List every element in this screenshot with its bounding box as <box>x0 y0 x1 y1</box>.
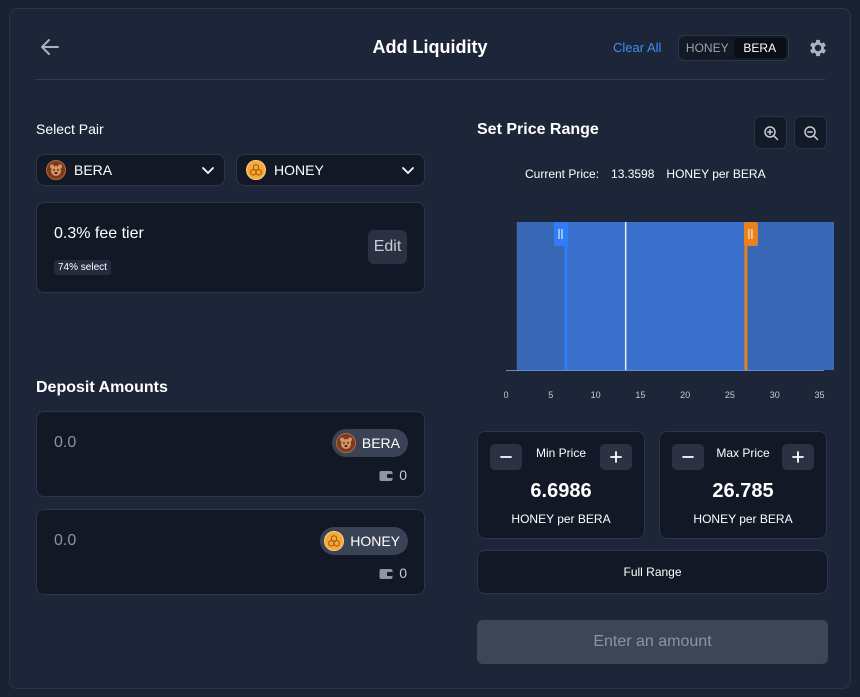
max-handle-grip <box>748 229 753 239</box>
chevron-down-icon <box>201 163 215 177</box>
honey-balance: 0 <box>379 565 407 581</box>
min-price-handle[interactable] <box>554 222 569 246</box>
max-price-handle[interactable] <box>743 222 758 246</box>
token-a-symbol: BERA <box>74 162 113 178</box>
selected-range-area <box>566 222 746 370</box>
bera-token-pill: BERA <box>331 429 408 457</box>
set-price-range-heading: Set Price Range <box>477 121 599 138</box>
chevron-down-icon <box>401 163 415 177</box>
decrease-min-price-button[interactable] <box>490 444 522 470</box>
toggle-option-honey[interactable]: HONEY <box>685 41 729 55</box>
x-tick-label: 15 <box>635 390 645 400</box>
x-tick-label: 10 <box>591 390 601 400</box>
honey-icon <box>246 160 266 180</box>
add-liquidity-panel: Add Liquidity Clear All HONEY BERA Selec… <box>9 8 851 689</box>
x-tick-label: 30 <box>770 390 780 400</box>
min-handle-grip <box>558 229 563 239</box>
x-tick-label: 25 <box>725 390 735 400</box>
x-tick-label: 5 <box>548 390 553 400</box>
max-price-value[interactable]: 26.785 <box>712 480 774 502</box>
deposit-card-bera: BERA 0 <box>36 411 425 497</box>
toggle-option-bera[interactable]: BERA <box>733 38 786 58</box>
bera-icon <box>46 160 66 180</box>
gear-icon[interactable] <box>807 37 829 59</box>
bera-balance-value: 0 <box>399 467 407 483</box>
liquidity-range-chart: 0 5 10 15 20 25 30 35 <box>504 222 834 400</box>
honey-balance-value: 0 <box>399 565 407 581</box>
max-price-unit: HONEY per BERA <box>693 512 793 526</box>
honey-amount-input[interactable] <box>54 532 254 550</box>
min-price-card: Min Price 6.6986 HONEY per BERA <box>477 431 645 539</box>
back-arrow-icon[interactable] <box>38 35 62 59</box>
zoom-in-icon[interactable] <box>754 116 787 149</box>
current-price-value: 13.3598 <box>611 167 655 181</box>
token-b-select[interactable]: HONEY <box>236 154 425 186</box>
header-divider <box>35 79 825 80</box>
decrease-max-price-button[interactable] <box>672 444 704 470</box>
fee-tier-label: 0.3% fee tier <box>54 225 144 242</box>
clear-all-link[interactable]: Clear All <box>613 40 662 55</box>
edit-fee-button[interactable]: Edit <box>368 230 407 264</box>
honey-token-pill: HONEY <box>320 527 408 555</box>
increase-min-price-button[interactable] <box>600 444 632 470</box>
increase-max-price-button[interactable] <box>782 444 814 470</box>
honey-icon <box>324 531 345 551</box>
fee-tier-card: 0.3% fee tier 74% select Edit <box>36 202 425 293</box>
x-tick-label: 20 <box>680 390 690 400</box>
fee-select-badge: 74% select <box>54 260 111 275</box>
select-pair-label: Select Pair <box>36 121 104 137</box>
bera-pill-symbol: BERA <box>361 435 400 451</box>
current-price-label: Current Price: <box>525 167 600 181</box>
x-tick-label: 35 <box>815 390 825 400</box>
quote-token-toggle: HONEY BERA <box>678 35 789 61</box>
min-price-value[interactable]: 6.6986 <box>530 480 592 502</box>
deposit-card-honey: HONEY 0 <box>36 509 425 595</box>
current-price-unit: HONEY per BERA <box>666 167 766 181</box>
min-price-unit: HONEY per BERA <box>511 512 611 526</box>
full-range-button[interactable]: Full Range <box>477 550 828 594</box>
wallet-icon <box>379 469 393 481</box>
x-tick-label: 0 <box>504 390 509 400</box>
bera-balance: 0 <box>379 467 407 483</box>
wallet-icon <box>379 567 393 579</box>
enter-amount-button[interactable]: Enter an amount <box>477 620 828 664</box>
deposit-amounts-heading: Deposit Amounts <box>36 379 168 396</box>
zoom-out-icon[interactable] <box>794 116 827 149</box>
bera-amount-input[interactable] <box>54 434 254 452</box>
token-b-symbol: HONEY <box>274 162 324 178</box>
token-a-select[interactable]: BERA <box>36 154 225 186</box>
current-price-row: Current Price: 13.3598 HONEY per BERA <box>525 167 766 181</box>
honey-pill-symbol: HONEY <box>350 533 400 549</box>
max-price-card: Max Price 26.785 HONEY per BERA <box>659 431 827 539</box>
bera-icon <box>335 433 356 453</box>
